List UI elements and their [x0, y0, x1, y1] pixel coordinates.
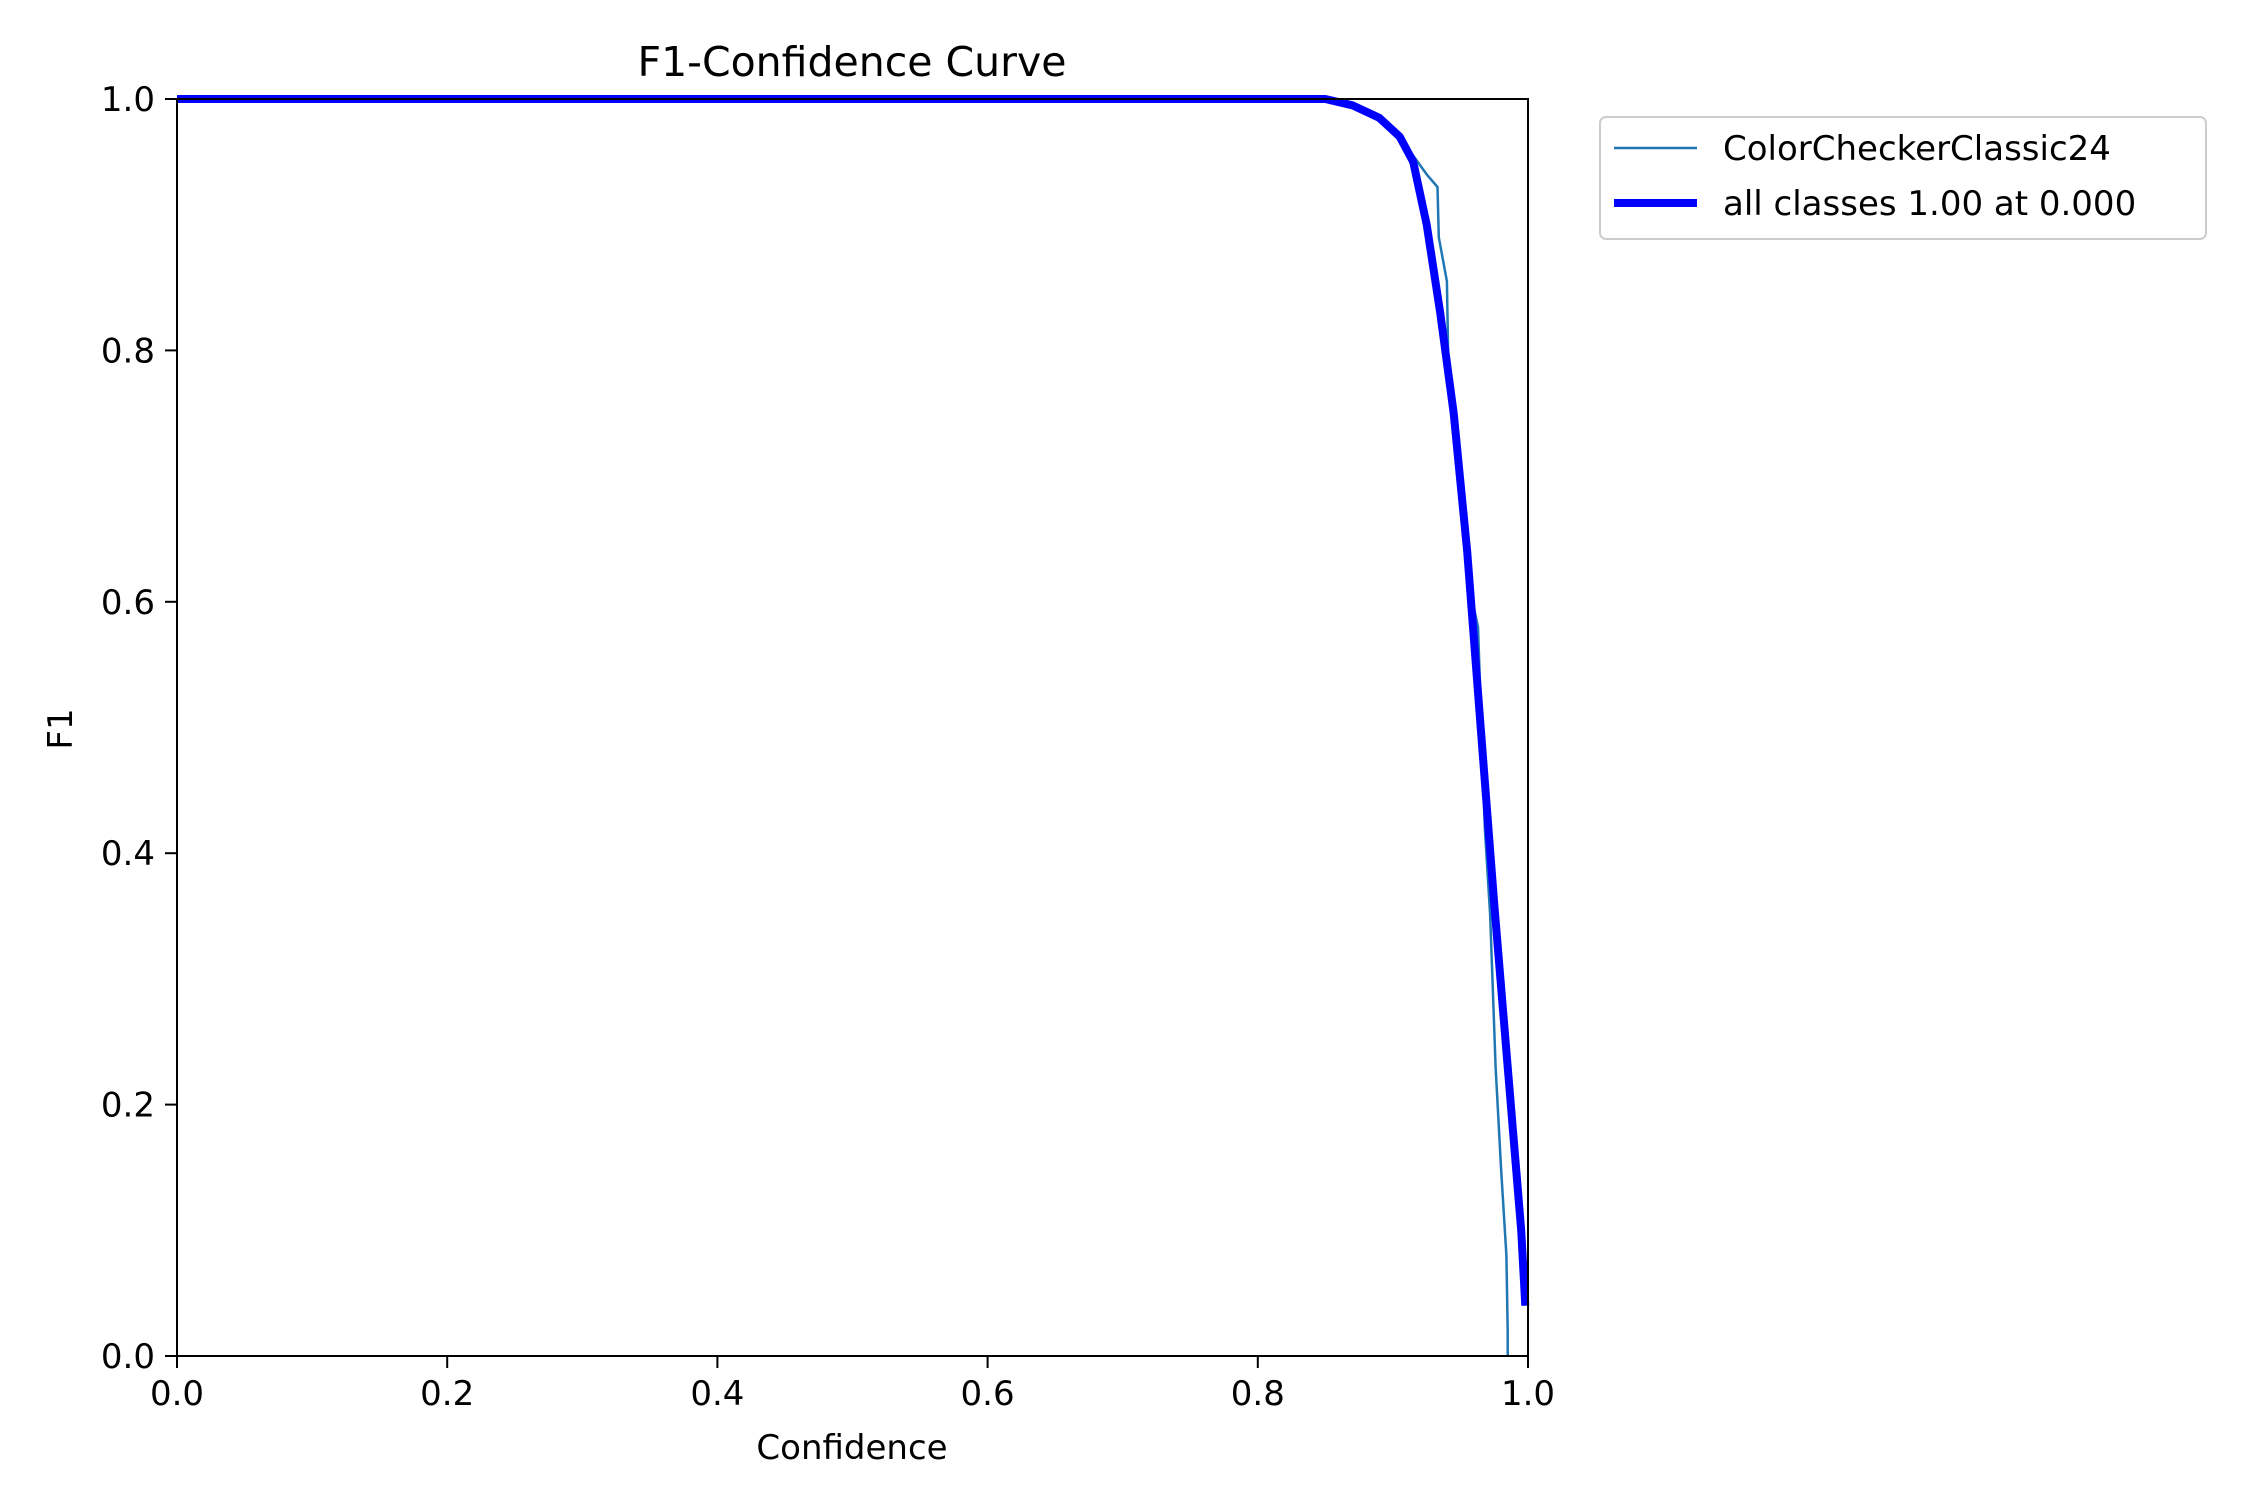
y-tick-label: 1.0 — [101, 80, 155, 120]
x-tick-label: 1.0 — [1501, 1374, 1555, 1414]
y-tick-label: 0.0 — [101, 1337, 155, 1377]
x-tick-label: 0.6 — [961, 1374, 1015, 1414]
legend: ColorCheckerClassic24 all classes 1.00 a… — [1599, 116, 2207, 240]
legend-frame — [1599, 116, 2207, 240]
y-tick-label: 0.4 — [101, 834, 155, 874]
x-tick-label: 0.4 — [690, 1374, 744, 1414]
legend-label-all-classes: all classes 1.00 at 0.000 — [1723, 184, 2136, 224]
x-tick-label: 0.0 — [150, 1374, 204, 1414]
y-tick-label: 0.8 — [101, 331, 155, 371]
x-tick-label: 0.2 — [420, 1374, 474, 1414]
series-line-all-classes — [177, 95, 1530, 1306]
x-axis-label: Confidence — [756, 1428, 947, 1468]
x-tick-label: 0.8 — [1231, 1374, 1285, 1414]
y-axis-label: F1 — [41, 708, 81, 749]
series-lines — [177, 95, 1530, 1356]
chart-title: F1-Confidence Curve — [638, 38, 1067, 86]
plot-frame — [176, 98, 1529, 1357]
y-tick-label: 0.6 — [101, 583, 155, 623]
legend-label-colorchecker: ColorCheckerClassic24 — [1723, 129, 2111, 169]
y-tick-label: 0.2 — [101, 1086, 155, 1126]
x-axis: 0.0 0.2 0.4 0.6 0.8 1.0 — [150, 1356, 1555, 1414]
y-axis: 0.0 0.2 0.4 0.6 0.8 1.0 — [101, 80, 177, 1377]
